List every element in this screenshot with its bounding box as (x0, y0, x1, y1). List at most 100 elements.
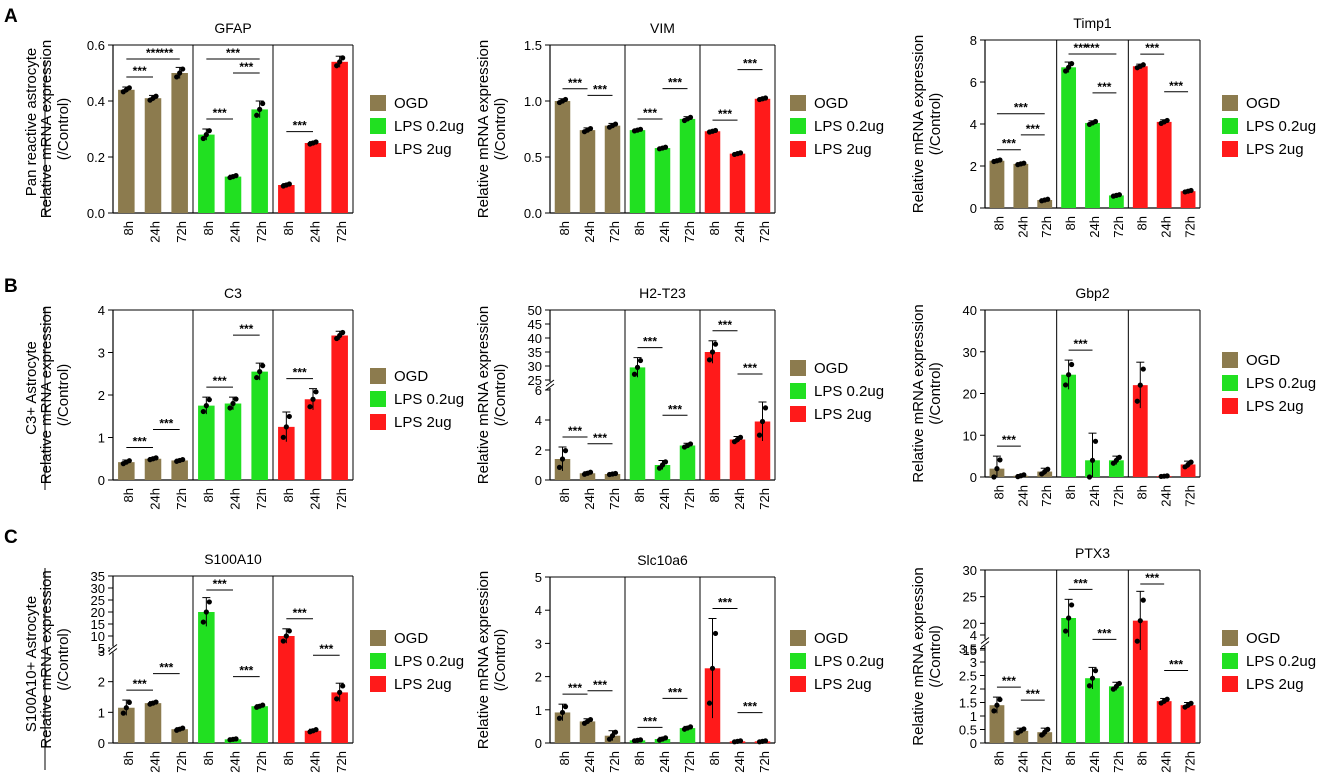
y-axis-label: Relative mRNA expression (910, 35, 927, 213)
data-point (1086, 683, 1093, 689)
data-point (637, 126, 644, 132)
x-tick-label: 72h (607, 488, 622, 510)
y-axis-label: (/Control) (55, 364, 72, 427)
group-label-b: C3+ Astrocyte (23, 341, 40, 435)
data-point (286, 413, 292, 420)
x-tick-label: 24h (147, 221, 162, 243)
legend-label: LPS 2ug (1246, 676, 1304, 693)
significance-marker: *** (319, 642, 333, 656)
data-point (180, 66, 186, 72)
x-tick-label: 24h (732, 221, 747, 243)
x-tick-label: 72h (682, 488, 697, 510)
y-tick-label: 20 (963, 616, 977, 631)
x-tick-label: 8h (281, 751, 296, 765)
bar-lps-2ug-24h (304, 143, 322, 213)
axis-break-gap (110, 646, 116, 653)
legend-label: LPS 0.2ug (814, 118, 884, 135)
y-tick-label: 20 (963, 387, 977, 402)
data-point (687, 114, 694, 120)
data-point (762, 738, 769, 744)
bar-lps-0-2ug-8h (629, 130, 646, 213)
legend-swatch (1222, 630, 1238, 646)
bar-lps-0-2ug-8h (629, 367, 646, 480)
y-tick-label: 0 (970, 470, 977, 485)
data-point (340, 329, 346, 336)
x-tick-label: 72h (254, 221, 269, 243)
data-point (991, 474, 997, 480)
data-point (1164, 696, 1170, 702)
y-tick-label: 50 (528, 303, 542, 318)
chart-title: Timp1 (1073, 15, 1112, 31)
y-tick-label: 4 (98, 303, 105, 318)
bar-lps-2ug-72h (1180, 191, 1196, 208)
chart-gbp2: 0 10 20 30 40 Gbp2 Relative mRNA expression (/C… (910, 285, 1316, 507)
x-tick-label: 8h (557, 751, 572, 765)
y-tick-label: 40 (528, 331, 542, 346)
chart-title: S100A10 (204, 551, 262, 567)
data-point (1066, 372, 1072, 378)
data-point (254, 112, 260, 118)
y-tick-label: 6 (970, 75, 977, 90)
data-point (994, 702, 1000, 708)
significance-marker: *** (568, 681, 582, 695)
y-axis-label: (/Control) (927, 362, 944, 425)
y-tick-label: 4 (970, 117, 977, 132)
significance-marker: *** (1002, 137, 1016, 151)
y-tick-label: 3 (970, 655, 977, 670)
data-point (606, 736, 613, 742)
data-point (337, 59, 343, 65)
data-point (997, 157, 1003, 163)
data-point (559, 456, 566, 462)
data-point (997, 457, 1003, 463)
bar-ogd-72h (1037, 732, 1053, 743)
x-tick-label: 8h (557, 488, 572, 502)
chart-title: PTX3 (1075, 545, 1110, 561)
y-tick-label: 2 (970, 159, 977, 174)
bar-lps-0-2ug-72h (251, 706, 268, 743)
y-tick-label: 30 (528, 359, 542, 374)
significance-marker: *** (668, 402, 682, 416)
bar-ogd-72h (604, 125, 621, 213)
axis-break-mark (108, 648, 118, 655)
x-tick-label: 24h (1015, 216, 1030, 238)
significance-marker: *** (643, 335, 657, 349)
x-tick-label: 72h (334, 751, 349, 773)
x-tick-label: 8h (707, 488, 722, 502)
significance-marker: *** (146, 46, 160, 60)
data-point (260, 363, 266, 369)
y-tick-label: 1 (98, 705, 105, 720)
x-tick-label: 24h (227, 751, 242, 773)
data-point (313, 727, 319, 733)
data-point (174, 74, 180, 80)
data-point (1066, 64, 1072, 70)
x-tick-label: 8h (991, 751, 1006, 765)
data-point (756, 432, 763, 438)
bar-ogd-24h (579, 473, 596, 480)
x-tick-label: 24h (1159, 751, 1174, 773)
significance-marker: *** (1145, 571, 1159, 585)
y-tick-label: 0.5 (959, 723, 977, 738)
data-point (203, 403, 209, 409)
y-tick-label: 0 (970, 736, 977, 751)
legend-label: LPS 2ug (1246, 141, 1304, 158)
legend-label: OGD (1246, 630, 1280, 647)
y-tick-label: 0.2 (87, 150, 105, 165)
significance-marker: *** (1169, 79, 1183, 93)
data-point (637, 737, 644, 743)
y-tick-label: 25 (91, 593, 105, 608)
data-point (562, 704, 569, 710)
legend-swatch (790, 383, 806, 399)
y-tick-label: 0 (98, 736, 105, 751)
y-axis-label: Relative mRNA expression (475, 306, 492, 484)
significance-marker: *** (1074, 41, 1088, 55)
data-point (180, 456, 186, 463)
chart-title: C3 (224, 285, 242, 301)
data-point (286, 628, 292, 634)
x-tick-label: 72h (1182, 751, 1197, 773)
x-tick-label: 24h (582, 221, 597, 243)
x-tick-label: 8h (632, 488, 647, 502)
data-point (233, 736, 239, 742)
data-point (283, 633, 289, 639)
x-tick-label: 24h (582, 751, 597, 773)
